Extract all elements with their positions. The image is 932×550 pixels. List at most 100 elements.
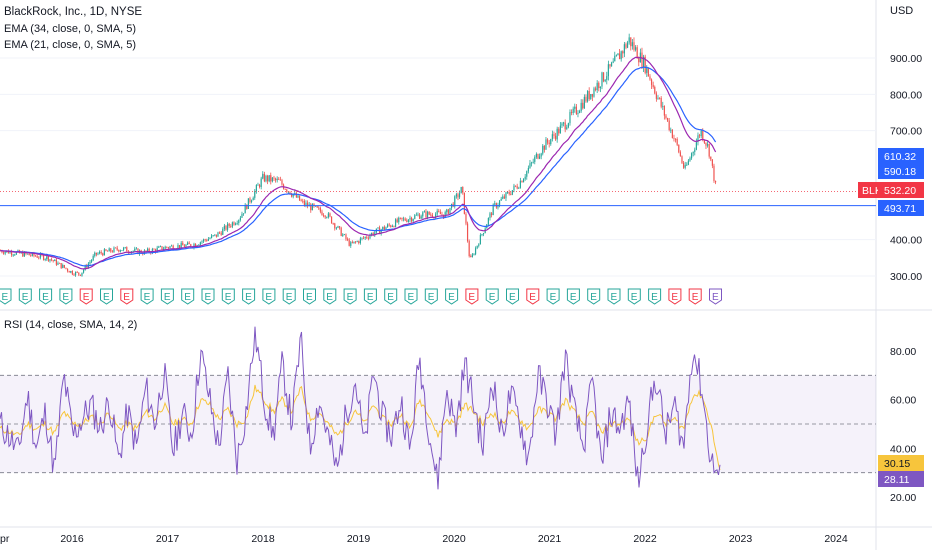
earnings-marker: E [262,288,276,305]
candle-body [370,233,373,236]
candle-body [234,223,237,225]
rsi-legend[interactable]: RSI (14, close, SMA, 14, 2) [4,319,138,331]
earnings-marker-label: E [83,292,90,303]
candle-body [190,244,192,247]
candle-body [199,242,201,245]
candle-body [63,264,65,268]
candle-body [162,248,165,250]
earnings-marker-shape [668,288,682,305]
candle-body [198,244,200,246]
rsi-tick-label: 60.00 [890,395,916,407]
candle-body [364,236,366,239]
candle-body [666,118,669,121]
candle-body [494,203,496,205]
candle-body [702,130,704,141]
price-label-bg [878,200,924,216]
candle-body [108,248,110,252]
currency-label: USD [890,5,914,17]
ema-34-line [0,66,717,267]
candle-body [647,67,649,77]
candle-body [638,58,640,63]
ema-21-legend[interactable]: EMA (21, close, 0, SMA, 5) [4,39,137,51]
price-scale[interactable]: 900.00 800.00 700.00 400.00 300.00 610.32 590.… [858,53,924,283]
rsi-scale[interactable]: 80.00 60.00 40.00 20.00 30.15 28.11 [878,346,924,504]
candle-body [236,223,238,224]
symbol-title[interactable]: BlackRock, Inc., 1D, NYSE [4,6,143,18]
candle-body [679,152,681,157]
candle-body [182,242,184,246]
candle-body [244,204,246,214]
candle-body [604,79,606,82]
candle-body [356,241,358,242]
candle-body [394,219,397,227]
ema-34-legend[interactable]: EMA (34, close, 0, SMA, 5) [4,23,137,35]
candle-body [610,62,613,67]
candle-body [407,219,409,222]
candle-body [249,198,251,202]
candle-body [428,211,430,215]
candle-body [166,246,168,248]
candle-body [423,211,425,213]
candle-body [636,47,638,59]
candle-body [54,259,56,262]
earnings-marker: E [424,288,438,305]
candle-body [310,204,312,211]
candle-body [476,245,478,249]
earnings-marker-shape [445,288,459,305]
candle-body [574,106,576,109]
price-label: 493.71 [884,203,916,215]
candle-body [289,191,291,195]
candle-body [690,153,693,159]
candle-body [332,223,334,225]
candle-body [657,97,659,99]
candle-body [652,84,654,87]
earnings-marker-label: E [62,292,69,303]
candle-body [481,234,483,235]
candle-body [583,96,585,109]
candle-body [649,76,651,80]
earnings-marker-shape [39,288,53,305]
candle-body [654,86,656,94]
candle-body [700,130,702,137]
candle-body [396,219,398,223]
candle-body [303,200,305,206]
candle-body [113,247,115,253]
time-axis[interactable]: pr 2016 2017 2018 2019 2020 2021 2022 2023 2024 [0,526,932,545]
candle-body [153,248,155,250]
candle-body [670,129,672,131]
time-tick-label: pr [0,533,10,545]
candle-body [90,260,93,262]
candle-body [348,239,350,246]
candle-body [313,203,315,207]
price-label-bg [878,148,924,164]
earnings-marker-shape [465,288,479,305]
candle-body [415,214,417,216]
candle-body [9,251,11,254]
candle-body [460,186,462,194]
candle-body [554,135,557,140]
candle-body [511,190,513,195]
earnings-marker: E [59,288,73,305]
earnings-marker-label: E [205,292,212,303]
candle-body [660,97,662,107]
candle-body [226,223,229,230]
earnings-marker-label: E [468,292,475,303]
candle-body [671,129,673,139]
candle-body [327,213,329,218]
candle-body [391,225,393,227]
candle-body [369,235,371,239]
candle-body [218,232,221,234]
candle-body [214,234,216,236]
candle-body [422,212,424,217]
candle-body [617,53,619,56]
candle-body [207,238,209,241]
earnings-marker-label: E [529,292,536,303]
earnings-marker: E [587,288,601,305]
rsi-pane[interactable]: 80.00 60.00 40.00 20.00 30.15 28.11 [0,326,924,504]
candle-body [362,237,365,239]
candle-body [372,233,374,236]
candle-body [305,202,307,206]
candle-body [84,265,86,270]
